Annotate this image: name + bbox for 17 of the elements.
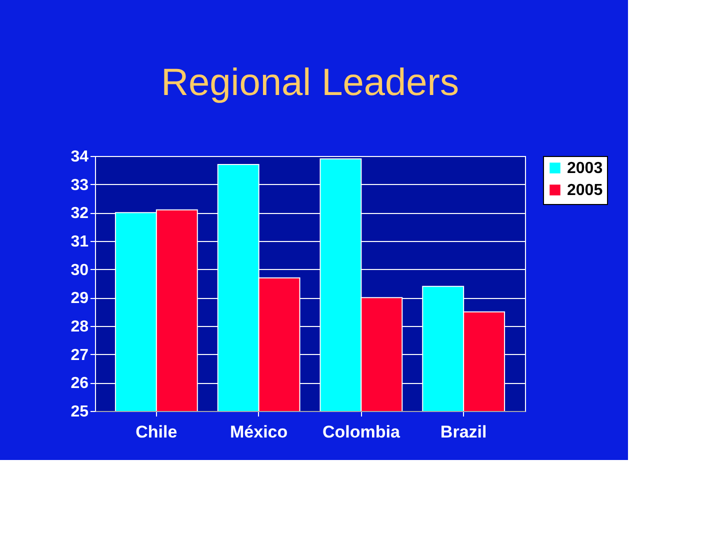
y-tick-label: 31 <box>70 234 89 250</box>
y-tick-label: 26 <box>70 375 89 392</box>
y-tick-label: 25 <box>70 404 89 420</box>
y-tick-label: 33 <box>70 176 89 194</box>
legend-label: 2003 <box>567 160 603 177</box>
y-tick-label: 29 <box>70 290 89 308</box>
x-tick-label: Chile <box>136 422 178 442</box>
y-tick-label: 34 <box>70 148 89 166</box>
x-tick-label: Brazil <box>440 422 487 442</box>
chart-title: Regional Leaders <box>161 62 459 104</box>
y-tick-label: 32 <box>70 205 89 222</box>
legend-label: 2005 <box>567 182 603 199</box>
x-tick-label: Colombia <box>322 422 400 442</box>
y-tick-label: 28 <box>70 318 89 336</box>
y-tick-label: 27 <box>70 346 89 364</box>
y-tick-label: 30 <box>70 262 89 279</box>
x-tick-label: México <box>230 422 288 442</box>
